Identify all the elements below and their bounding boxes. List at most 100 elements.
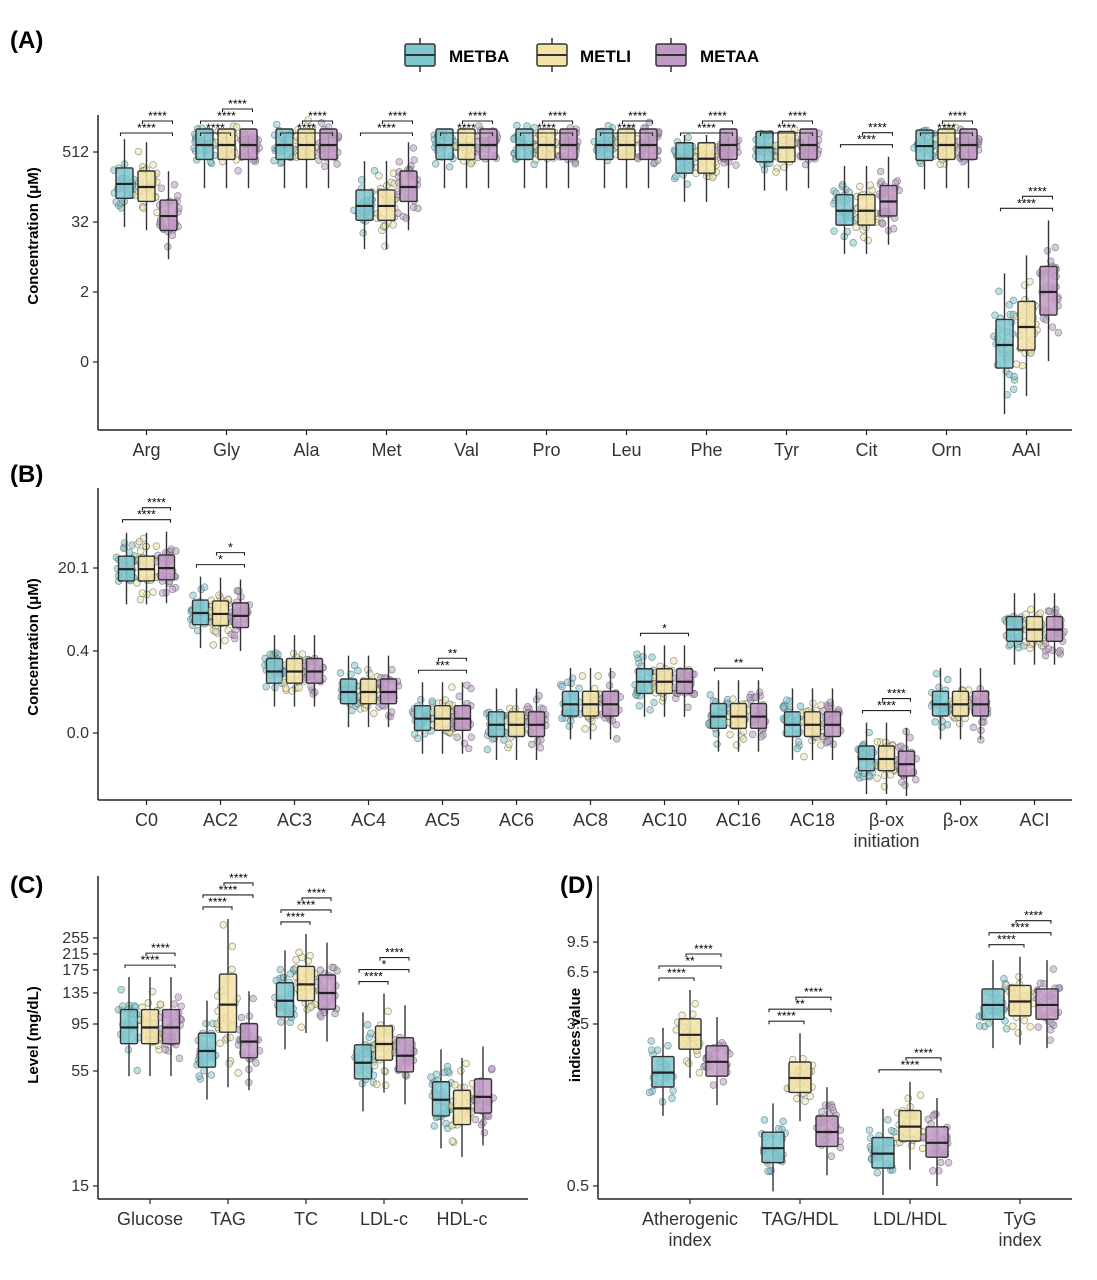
data-point [172, 547, 180, 555]
x-tick-label--ox: β-ox [943, 810, 978, 830]
box-metba-aai [990, 273, 1019, 415]
legend-key-metba: METBA [404, 38, 509, 72]
data-point [271, 649, 280, 657]
box-metba-tyr [752, 129, 779, 191]
data-point [375, 172, 383, 180]
data-point [228, 942, 237, 951]
x-tick-label-ac8: AC8 [573, 810, 608, 830]
data-point [719, 1078, 728, 1086]
category-group-leu: Leu ******** [590, 109, 663, 460]
box-metli-ac3 [280, 635, 309, 707]
significance-label: **** [307, 886, 326, 900]
significance-bracket: **** [658, 966, 695, 981]
data-point [366, 670, 374, 678]
data-point [170, 1000, 179, 1008]
data-point [646, 706, 654, 714]
category-group-ldl-c: LDL-c ********* [351, 946, 418, 1229]
data-point [594, 672, 602, 680]
significance-label: **** [1028, 184, 1047, 198]
data-point [635, 702, 644, 710]
significance-label: **** [997, 933, 1016, 947]
data-point [279, 973, 288, 982]
data-point [462, 1059, 470, 1068]
significance-label: **** [297, 898, 316, 912]
data-point [1046, 1036, 1054, 1044]
significance-bracket: **** [795, 985, 832, 1001]
data-point [901, 781, 909, 790]
significance-bracket: **** [839, 133, 894, 148]
data-point [685, 1059, 693, 1068]
data-point [207, 1071, 216, 1079]
x-tick-label-atherogenic-index: Atherogenic [642, 1209, 738, 1229]
box-metli-tyr [772, 125, 800, 191]
significance-bracket: *** [417, 658, 468, 674]
data-point [387, 708, 396, 716]
data-point [918, 1144, 927, 1153]
x-tick-label-ac16: AC16 [716, 810, 761, 830]
category-group-ac18: AC18 [779, 688, 845, 830]
data-point [1026, 277, 1034, 286]
data-point [849, 239, 857, 247]
x-tick-label-phe: Phe [690, 440, 722, 460]
category-group-ldl-hdl: LDL/HDL ******** [865, 1046, 953, 1229]
box-metba-orn [910, 126, 939, 190]
panel-label-d: (D) [560, 872, 593, 899]
data-point [1026, 644, 1034, 652]
data-point [370, 1061, 379, 1070]
category-group-tyr: Tyr ******** [752, 109, 823, 460]
x-tick-label--ox-initiation: β-ox [869, 810, 904, 830]
data-point [174, 993, 183, 1001]
significance-bracket: **** [141, 496, 172, 511]
x-tick-label-ala: Ala [293, 440, 320, 460]
box-metli-val [452, 127, 479, 189]
significance-label: * [382, 958, 387, 972]
data-point [1009, 1022, 1017, 1030]
box-metba-gly [190, 124, 219, 189]
category-group-ac3: AC3 [261, 635, 328, 830]
box-body [218, 973, 238, 1033]
significance-bracket: **** [988, 933, 1025, 948]
significance-bracket: **** [439, 121, 494, 136]
significance-bracket: **** [124, 953, 176, 969]
legend-key-metaa: METAA [655, 38, 759, 72]
data-point [373, 1080, 381, 1089]
box-metba-cit [830, 165, 859, 254]
significance-bracket: **** [280, 910, 311, 925]
box-metba-atherogenic-index [645, 1027, 677, 1116]
x-tick-label-glucose: Glucose [117, 1209, 183, 1229]
data-point [929, 1112, 937, 1120]
significance-bracket: **** [1021, 184, 1054, 200]
y-tick-label: 175 [62, 962, 89, 979]
data-point [156, 1000, 165, 1008]
y-axis-title-b: Concentration (μM) [25, 578, 42, 716]
data-point [672, 172, 680, 181]
data-point [513, 121, 521, 130]
data-point [276, 965, 285, 974]
x-tick-label-ac10: AC10 [642, 810, 687, 830]
significance-label: **** [548, 109, 567, 123]
data-point [445, 163, 454, 171]
y-tick-label: 512 [62, 144, 89, 161]
data-point [536, 743, 545, 752]
data-point [647, 1046, 656, 1054]
box-metba-glucose [114, 977, 143, 1077]
significance-label: **** [887, 687, 906, 701]
y-tick-label: 135 [62, 985, 89, 1002]
data-point [1054, 328, 1063, 337]
box-metli-pro [532, 128, 561, 189]
significance-bracket: * [358, 958, 410, 973]
box-metba-ac16 [704, 680, 732, 752]
box-metaa-aai [1036, 220, 1063, 362]
x-tick-label-atherogenic-index: index [668, 1230, 711, 1250]
data-point [149, 588, 157, 596]
significance-label: **** [364, 970, 383, 984]
data-point [779, 703, 788, 711]
y-tick-label: 0.4 [67, 643, 89, 660]
data-point [149, 161, 157, 169]
category-group-pro: Pro ******** [510, 109, 582, 460]
plots: 5123220Arg********Gly************Ala****… [58, 97, 1072, 1250]
significance-label: **** [1017, 196, 1036, 210]
box-metaa-phe [714, 128, 743, 189]
legend-label-metli: METLI [580, 47, 631, 66]
data-point [604, 121, 612, 130]
